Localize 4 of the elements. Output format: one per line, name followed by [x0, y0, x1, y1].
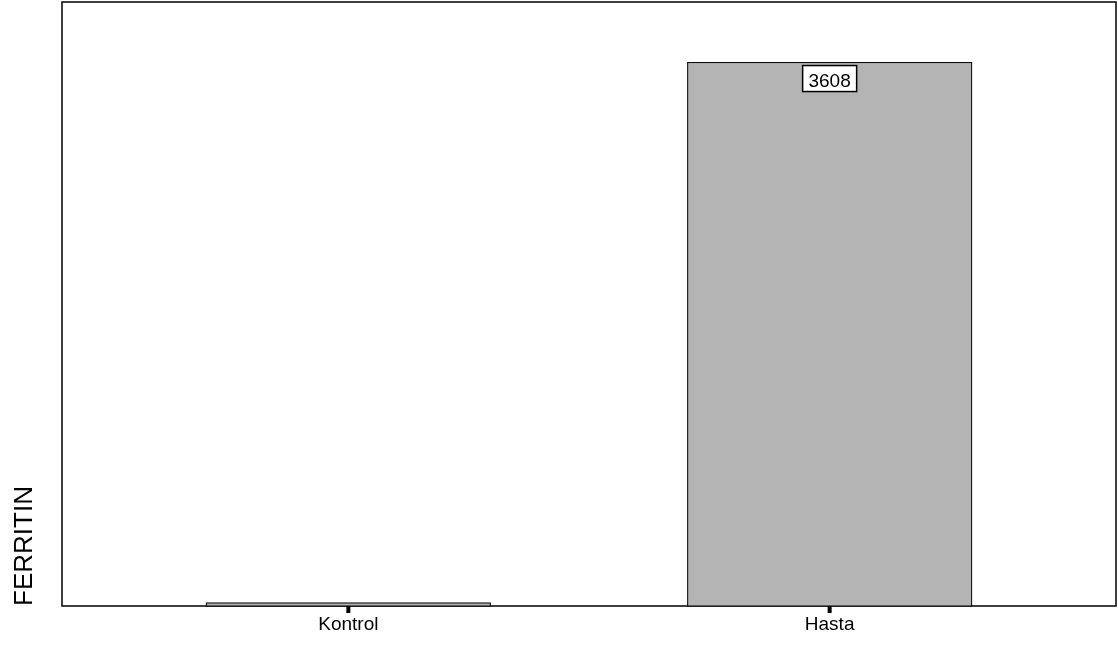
- x-tick-label: Kontrol: [318, 613, 379, 634]
- data-label: 3608: [808, 70, 851, 92]
- y-axis-title: FERRITIN: [8, 486, 38, 606]
- x-tick-label: Hasta: [804, 613, 855, 634]
